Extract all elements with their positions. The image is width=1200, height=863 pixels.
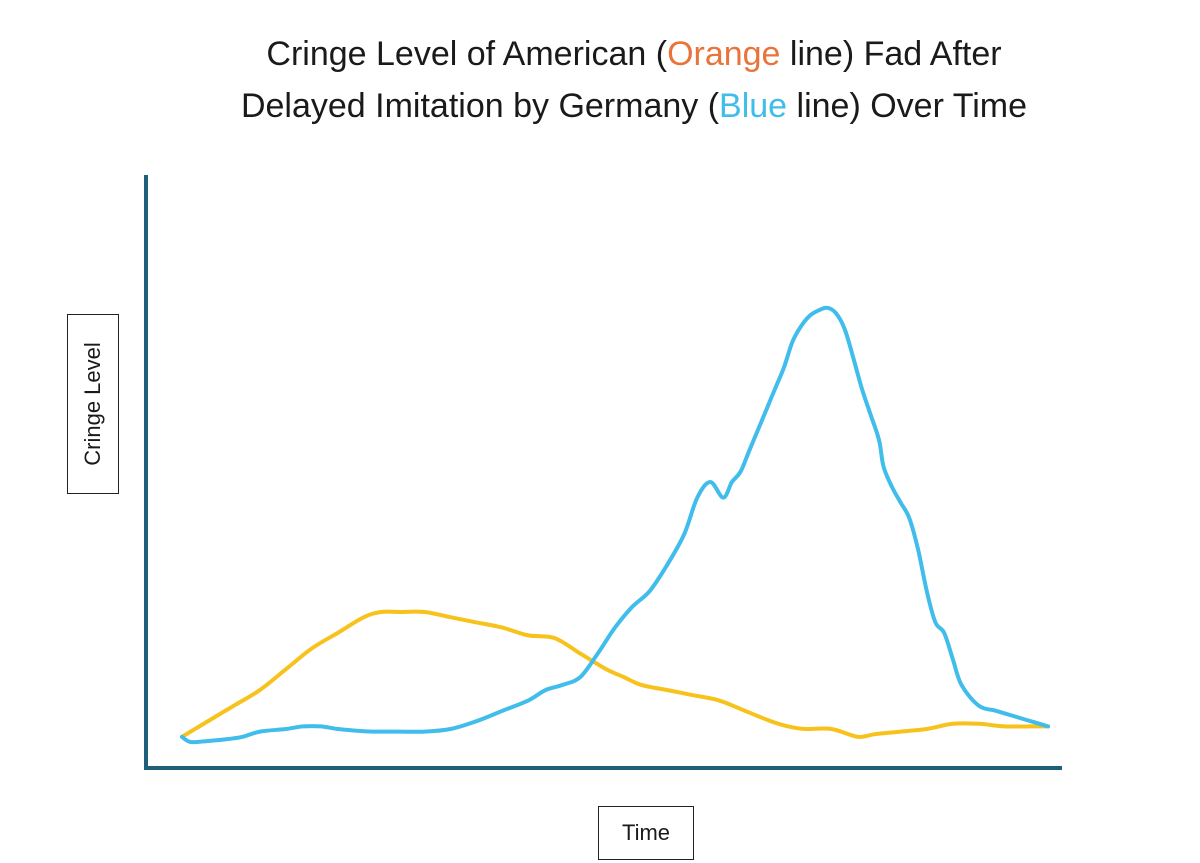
title-blue-word: Blue xyxy=(719,87,788,125)
title-orange-word: Orange xyxy=(667,35,781,73)
series-line-orange xyxy=(180,609,1050,739)
x-axis-label-box: Time xyxy=(598,806,694,860)
title-line-2: Delayed Imitation by Germany (Blue line)… xyxy=(68,80,1200,132)
y-axis-label-box: Cringe Level xyxy=(67,314,119,494)
title-line-2-prefix: Delayed Imitation by Germany ( xyxy=(240,87,720,125)
x-axis-label: Time xyxy=(621,820,671,845)
title-line-1-suffix: line) Fad After xyxy=(780,35,1002,73)
y-axis-label: Cringe Level xyxy=(80,342,105,466)
title-line-1: Cringe Level of American (Orange line) F… xyxy=(68,28,1200,80)
title-line-2-suffix: line) Over Time xyxy=(787,87,1028,125)
chart-title: Cringe Level of American (Orange line) F… xyxy=(0,28,1200,132)
series-line-blue xyxy=(180,305,1050,745)
title-line-1-prefix: Cringe Level of American ( xyxy=(266,35,668,73)
